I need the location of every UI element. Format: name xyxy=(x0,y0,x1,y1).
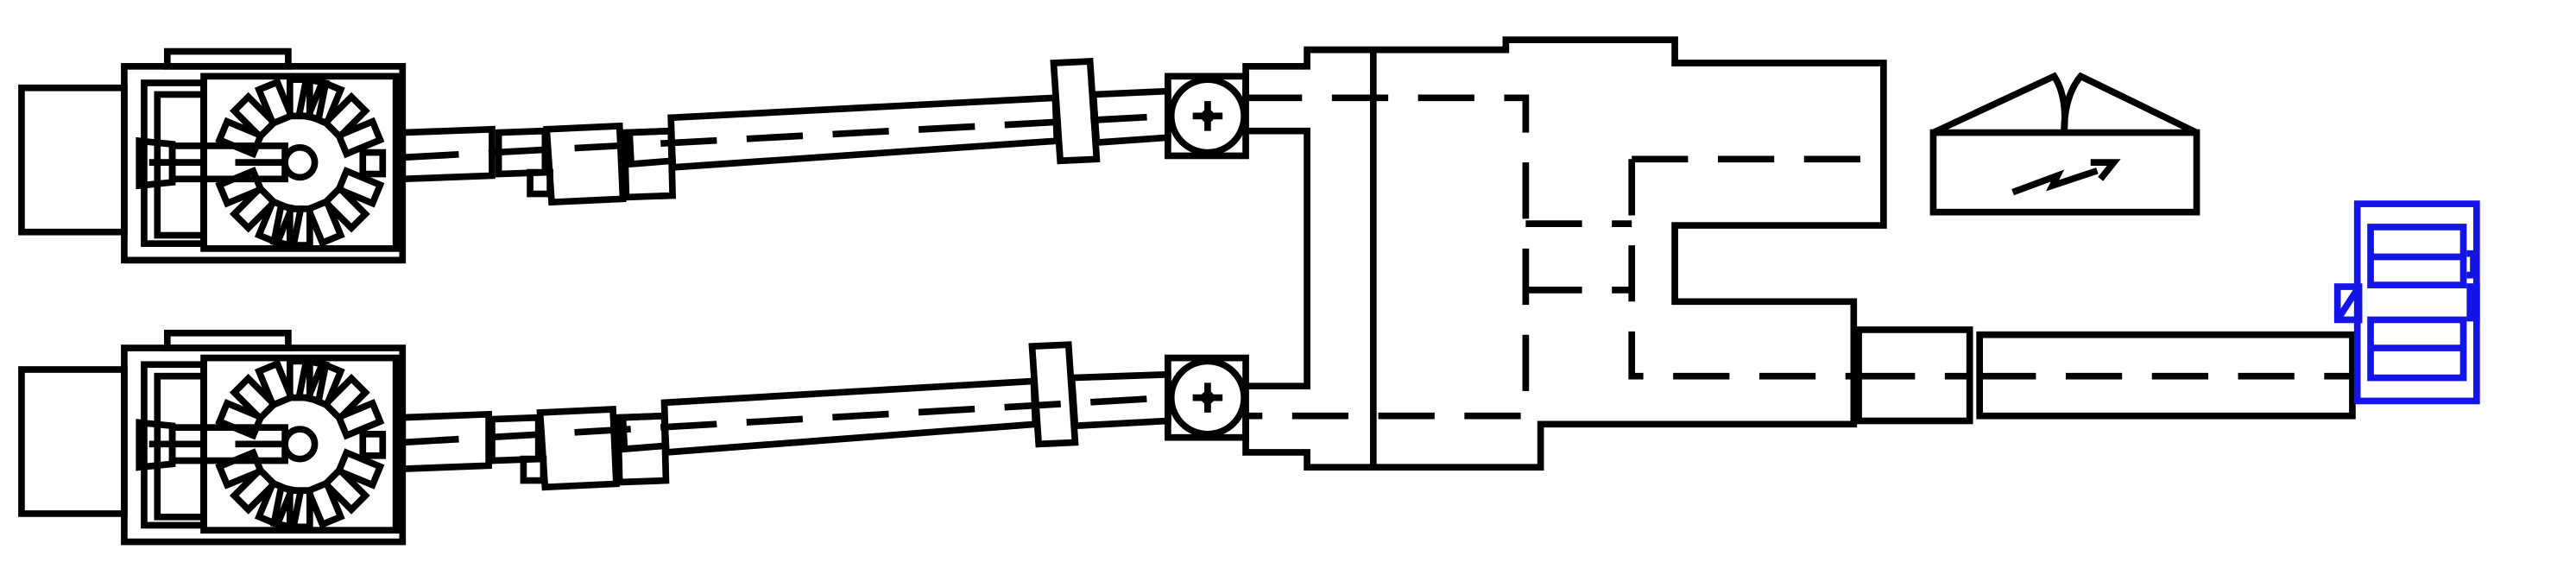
generator[interactable] xyxy=(1929,72,2200,216)
propeller[interactable] xyxy=(2333,200,2480,405)
gearbox[interactable] xyxy=(1242,36,1973,471)
output-shaft[interactable] xyxy=(1976,331,2356,420)
engine-upper[interactable] xyxy=(22,52,402,261)
shaft-lower[interactable] xyxy=(399,341,1249,491)
engine-lower[interactable] xyxy=(22,333,402,542)
shaft-upper[interactable] xyxy=(399,58,1249,206)
